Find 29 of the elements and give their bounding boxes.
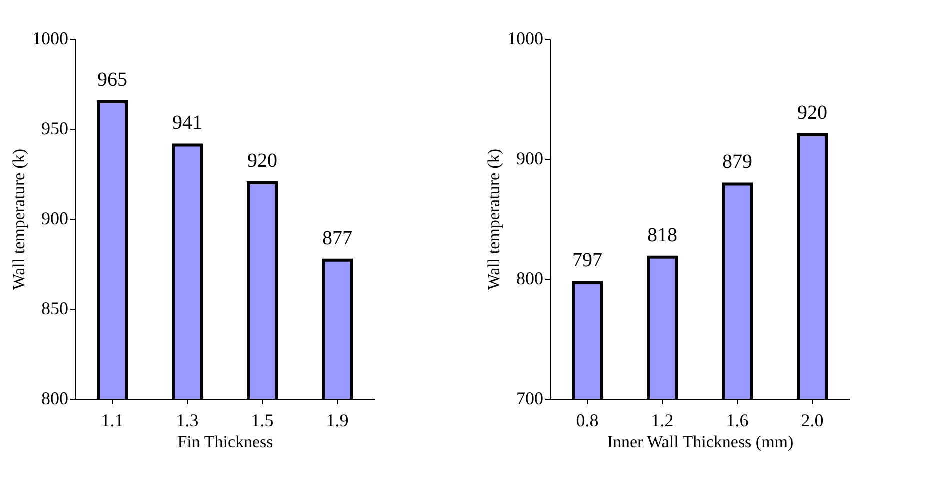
x-tick-label: 1.3 <box>176 410 199 430</box>
y-tick-label: 700 <box>516 388 544 408</box>
x-tick-label: 1.2 <box>651 410 674 430</box>
x-tick-label: 1.9 <box>326 410 349 430</box>
y-tick-label: 1000 <box>508 28 544 48</box>
y-tick-label: 900 <box>42 208 68 228</box>
data-label: 797 <box>572 250 602 272</box>
data-label: 818 <box>648 224 678 246</box>
data-label: 920 <box>798 102 828 124</box>
x-tick-label: 1.1 <box>101 410 124 430</box>
x-tick-label: 2.0 <box>801 410 824 430</box>
x-axis-title: Fin Thickness <box>178 432 274 452</box>
x-tick-label: 1.5 <box>251 410 274 430</box>
data-label: 920 <box>248 150 278 172</box>
data-label: 879 <box>722 151 752 174</box>
x-tick-label: 1.6 <box>726 410 749 430</box>
x-tick-label: 0.8 <box>576 410 599 430</box>
data-label: 877 <box>322 227 352 250</box>
y-tick-label: 850 <box>42 298 68 318</box>
x-axis-title: Inner Wall Thickness (mm) <box>607 432 794 452</box>
data-label: 965 <box>98 69 128 91</box>
y-tick-label: 1000 <box>32 28 68 48</box>
y-tick-label: 950 <box>42 118 68 138</box>
y-tick-label: 800 <box>516 268 544 288</box>
data-label: 941 <box>172 112 202 134</box>
y-tick-label: 900 <box>516 148 544 168</box>
y-axis-title: Wall temperature (k) <box>484 148 504 290</box>
y-tick-label: 800 <box>42 388 68 408</box>
y-axis-title: Wall temperature (k) <box>10 148 28 290</box>
